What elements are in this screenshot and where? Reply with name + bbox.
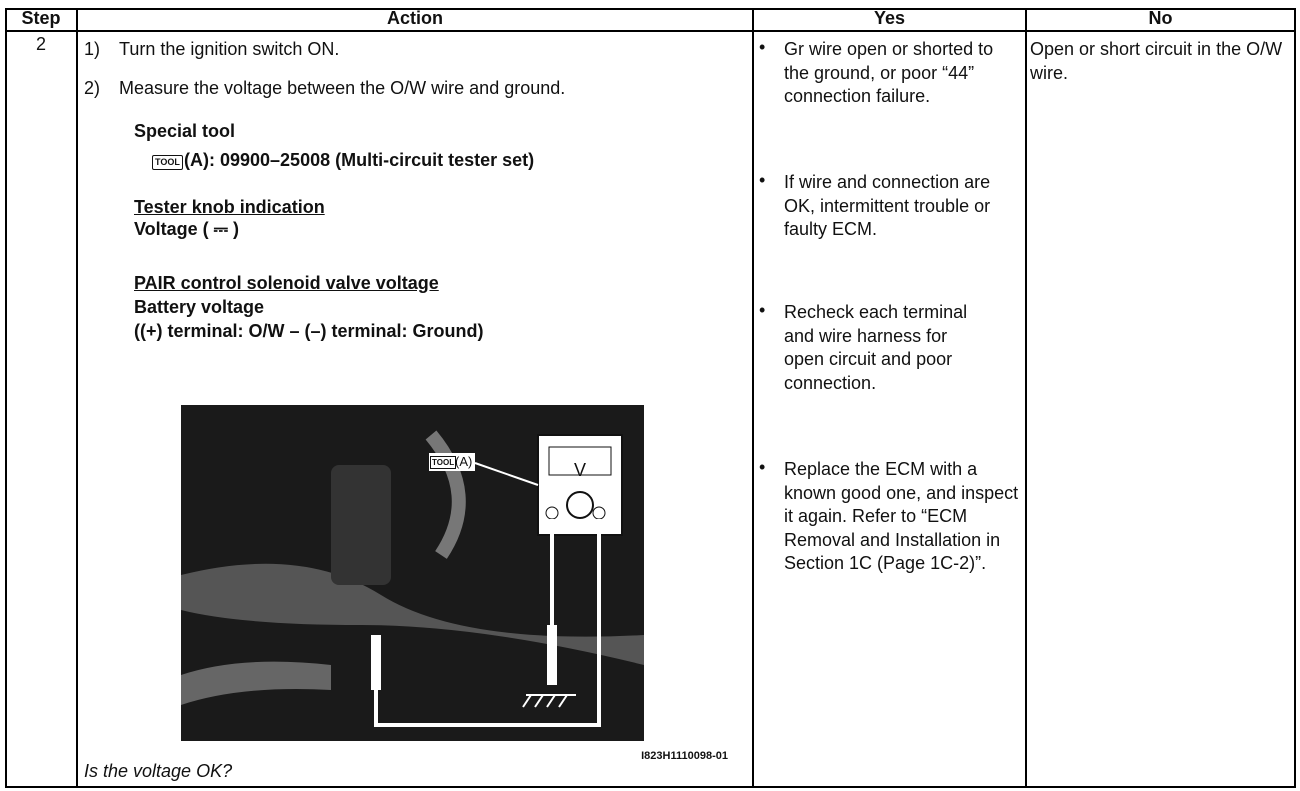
heading: Tester knob indication bbox=[134, 197, 325, 217]
rule bbox=[752, 8, 754, 788]
bullet: • bbox=[759, 170, 766, 190]
meter-display bbox=[548, 446, 612, 476]
rule bbox=[76, 8, 78, 788]
rule bbox=[5, 8, 7, 788]
yes-item: Replace the ECM with a known good one, a… bbox=[784, 459, 1019, 573]
probe-jack bbox=[545, 506, 559, 520]
probe-jack bbox=[592, 506, 606, 520]
rule bbox=[1294, 8, 1296, 788]
tool-icon: TOOL bbox=[152, 155, 183, 170]
step-text: Turn the ignition switch ON. bbox=[119, 39, 340, 59]
connector bbox=[331, 465, 391, 585]
yes-item: If wire and connection are OK, intermitt… bbox=[784, 172, 991, 239]
hose bbox=[181, 661, 331, 705]
special-tool: (A): 09900–25008 (Multi-circuit tester s… bbox=[184, 150, 535, 170]
tester-value: Voltage ( ⎓ ) bbox=[134, 219, 240, 239]
heading: PAIR control solenoid valve voltage bbox=[134, 273, 439, 293]
rule bbox=[1025, 8, 1027, 788]
hose bbox=[181, 563, 644, 665]
spec-terminals: ((+) terminal: O/W – (–) terminal: Groun… bbox=[134, 321, 484, 341]
heading: Special tool bbox=[134, 121, 236, 141]
step-num: 1) bbox=[84, 39, 101, 59]
rule bbox=[5, 8, 1296, 10]
step-num: 2) bbox=[84, 78, 101, 98]
bullet: • bbox=[759, 37, 766, 57]
rule bbox=[5, 786, 1296, 788]
step: 2 bbox=[35, 34, 46, 54]
meter-knob bbox=[566, 491, 594, 519]
probe bbox=[547, 625, 557, 685]
caption: I823H1110098-01 bbox=[641, 750, 728, 762]
step-text: Measure the voltage between the O/W wire… bbox=[119, 78, 566, 98]
header: Action bbox=[387, 8, 443, 28]
tool-icon: TOOL bbox=[430, 456, 457, 469]
yes-item: Recheck each terminal and wire harness f… bbox=[784, 302, 968, 393]
probe bbox=[371, 635, 381, 690]
meter-label: V bbox=[573, 460, 586, 480]
spec-value: Battery voltage bbox=[134, 297, 265, 317]
probe-lead bbox=[374, 519, 601, 727]
rule bbox=[5, 30, 1296, 32]
header: Yes bbox=[873, 8, 906, 28]
no-text: Open or short circuit in the O/W wire. bbox=[1030, 39, 1283, 83]
yes-item: Gr wire open or shorted to the ground, o… bbox=[784, 39, 994, 106]
bullet: • bbox=[759, 300, 766, 320]
figure bbox=[181, 405, 644, 741]
header: Step bbox=[21, 8, 61, 28]
figure-label: (A) bbox=[455, 454, 473, 469]
leader bbox=[474, 462, 539, 486]
header: No bbox=[1148, 8, 1173, 28]
bullet: • bbox=[759, 457, 766, 477]
question: Is the voltage OK? bbox=[84, 761, 233, 781]
wire bbox=[425, 430, 466, 559]
ground bbox=[522, 694, 576, 708]
